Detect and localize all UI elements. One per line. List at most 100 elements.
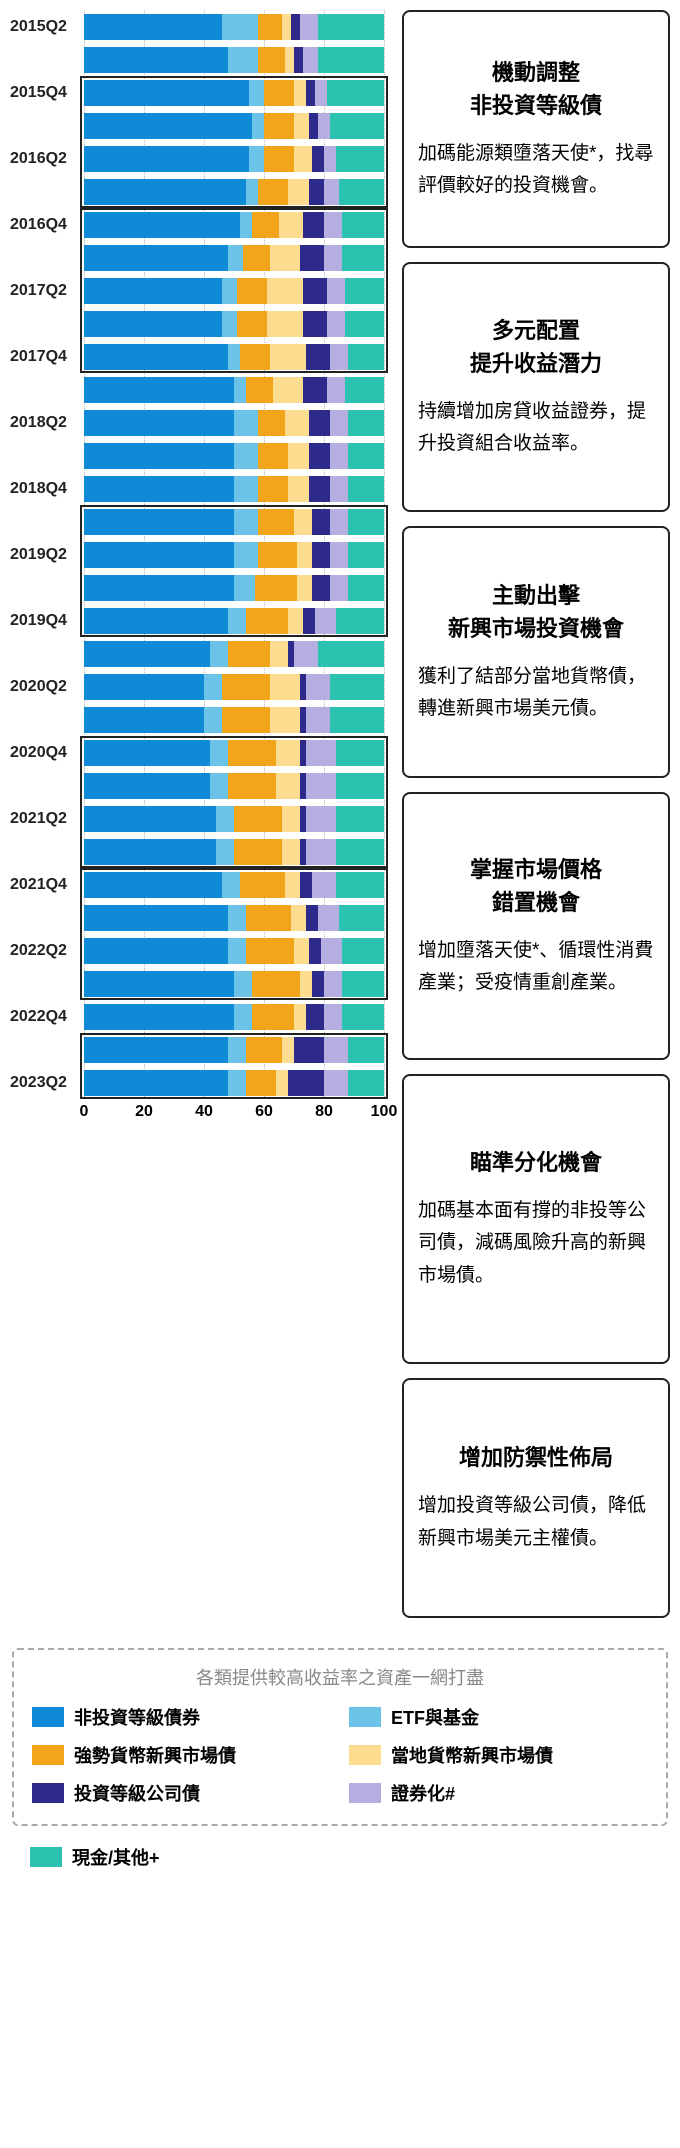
bar-segment-emlc	[276, 773, 300, 799]
bar-segment-hy	[84, 311, 222, 337]
bar-segment-sec	[306, 674, 330, 700]
bar-segment-hy	[84, 575, 234, 601]
bar-segment-sec	[318, 905, 339, 931]
bar-segment-etf	[228, 608, 246, 634]
bar-segment-cash	[330, 674, 384, 700]
legend-swatch	[32, 1783, 64, 1803]
bar-segment-ig	[291, 14, 300, 40]
bar-segment-sec	[330, 344, 348, 370]
info-box: 瞄準分化機會加碼基本面有撐的非投等公司債，減碼風險升高的新興市場債。	[402, 1074, 670, 1364]
bar-segment-emlc	[270, 344, 306, 370]
bar-segment-emlc	[273, 377, 303, 403]
y-axis-label: 2017Q4	[10, 348, 78, 366]
y-axis-label: 2021Q2	[10, 810, 78, 828]
info-title: 掌握市場價格錯置機會	[418, 853, 654, 919]
bar-segment-emhc	[240, 872, 285, 898]
bar-segment-etf	[228, 1037, 246, 1063]
stacked-bar	[84, 641, 384, 667]
bar-segment-cash	[348, 575, 384, 601]
legend-label: 非投資等級債券	[74, 1704, 200, 1730]
bar-segment-etf	[234, 443, 258, 469]
bar-row: 2020Q4	[84, 736, 384, 769]
bar-row	[84, 703, 384, 736]
legend-item: 非投資等級債券	[32, 1704, 331, 1730]
bar-segment-cash	[336, 146, 384, 172]
bar-segment-emlc	[276, 740, 300, 766]
stacked-bar	[84, 575, 384, 601]
legend-label: ETF與基金	[391, 1704, 479, 1730]
bar-segment-ig	[303, 311, 327, 337]
bar-row: 2022Q4	[84, 1000, 384, 1033]
x-axis: 020406080100	[84, 1103, 384, 1133]
bar-segment-ig	[300, 872, 312, 898]
bar-segment-emhc	[237, 278, 267, 304]
bar-segment-hy	[84, 179, 246, 205]
bar-segment-sec	[324, 146, 336, 172]
bar-row: 2020Q2	[84, 670, 384, 703]
bar-segment-cash	[348, 542, 384, 568]
bar-segment-hy	[84, 806, 216, 832]
legend-extra: 現金/其他+	[30, 1844, 668, 1870]
bar-segment-emlc	[285, 872, 300, 898]
bar-segment-etf	[216, 839, 234, 865]
bar-segment-hy	[84, 113, 252, 139]
stacked-bar	[84, 509, 384, 535]
bar-segment-hy	[84, 839, 216, 865]
bar-segment-emhc	[234, 806, 282, 832]
legend-swatch	[349, 1707, 381, 1727]
legend-swatch	[349, 1745, 381, 1765]
bar-segment-ig	[303, 377, 327, 403]
info-title: 多元配置提升收益潛力	[418, 314, 654, 380]
legend-item: 當地貨幣新興市場債	[349, 1742, 648, 1768]
x-tick: 0	[80, 1103, 89, 1121]
bar-segment-cash	[342, 971, 384, 997]
stacked-bar	[84, 740, 384, 766]
bar-segment-sec	[324, 1037, 348, 1063]
bar-row	[84, 109, 384, 142]
bar-row	[84, 505, 384, 538]
bar-segment-etf	[228, 344, 240, 370]
bar-segment-etf	[210, 773, 228, 799]
bar-row	[84, 835, 384, 868]
bar-segment-emlc	[288, 476, 309, 502]
bar-segment-ig	[309, 938, 321, 964]
y-axis-label: 2022Q2	[10, 942, 78, 960]
info-desc: 獲利了結部分當地貨幣債，轉進新興市場美元債。	[418, 661, 654, 726]
bar-segment-ig	[294, 1037, 324, 1063]
legend-label: 當地貨幣新興市場債	[391, 1742, 553, 1768]
bar-segment-emhc	[246, 1070, 276, 1096]
bar-segment-sec	[330, 443, 348, 469]
bar-segment-etf	[234, 575, 255, 601]
bar-segment-hy	[84, 872, 222, 898]
stacked-bar	[84, 80, 384, 106]
bar-segment-emlc	[279, 212, 303, 238]
info-desc: 持續增加房貸收益證券，提升投資組合收益率。	[418, 396, 654, 461]
bar-segment-etf	[234, 509, 258, 535]
legend-swatch	[32, 1707, 64, 1727]
bar-segment-etf	[234, 542, 258, 568]
legend-swatch	[30, 1847, 62, 1867]
info-title: 主動出擊新興市場投資機會	[418, 579, 654, 645]
bar-segment-sec	[303, 47, 318, 73]
bar-segment-emhc	[264, 146, 294, 172]
bar-segment-emlc	[294, 80, 306, 106]
stacked-bar	[84, 806, 384, 832]
chart-column: 2015Q22015Q42016Q22016Q42017Q22017Q42018…	[10, 10, 390, 1618]
bar-segment-emhc	[258, 542, 297, 568]
bar-segment-hy	[84, 1070, 228, 1096]
bar-row	[84, 43, 384, 76]
bar-segment-emhc	[240, 344, 270, 370]
bar-segment-sec	[327, 377, 345, 403]
legend-item: ETF與基金	[349, 1704, 648, 1730]
legend-item: 證券化#	[349, 1780, 648, 1806]
bar-segment-hy	[84, 608, 228, 634]
bar-row: 2021Q2	[84, 802, 384, 835]
bar-segment-cash	[348, 443, 384, 469]
bar-segment-hy	[84, 1037, 228, 1063]
info-box: 增加防禦性佈局增加投資等級公司債，降低新興市場美元主權債。	[402, 1378, 670, 1618]
bar-segment-etf	[204, 707, 222, 733]
bar-segment-hy	[84, 443, 234, 469]
bar-segment-emhc	[237, 311, 267, 337]
bar-segment-emhc	[246, 905, 291, 931]
bar-segment-emhc	[228, 740, 276, 766]
